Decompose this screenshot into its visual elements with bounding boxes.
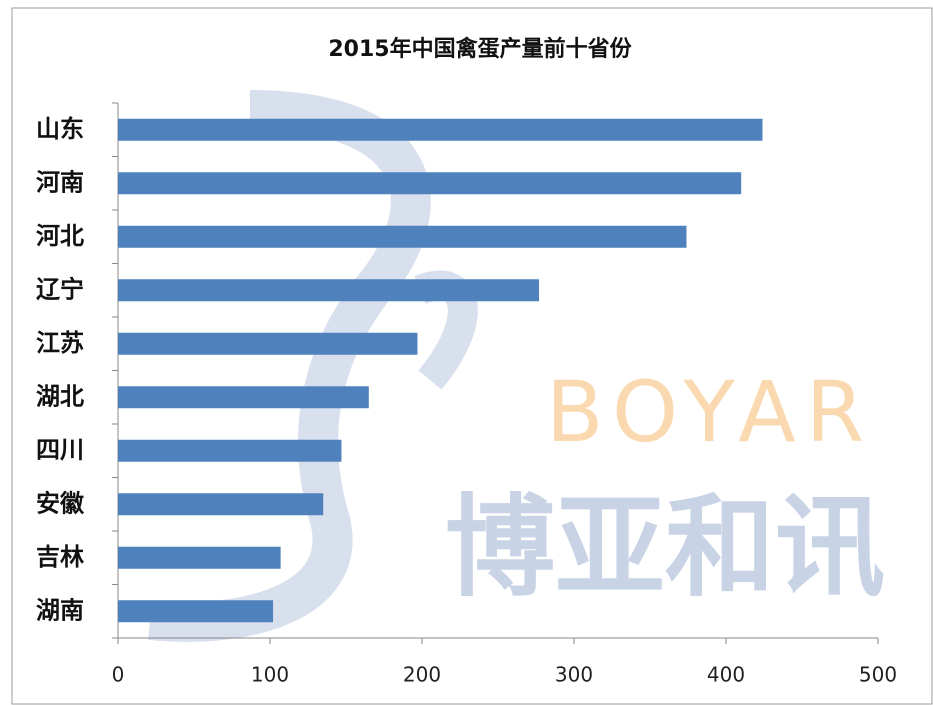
bar	[118, 279, 540, 302]
x-tick-label: 500	[859, 663, 897, 687]
bar	[118, 118, 763, 141]
bar	[118, 386, 369, 409]
y-tick-label: 安徽	[36, 489, 85, 517]
bar	[118, 225, 687, 248]
y-tick-label: 辽宁	[36, 275, 84, 303]
x-tick-label: 300	[555, 663, 593, 687]
y-tick-label: 湖南	[36, 596, 84, 624]
x-tick-label: 100	[251, 663, 289, 687]
bar	[118, 439, 342, 462]
y-tick-label: 山东	[36, 115, 84, 143]
y-tick-label: 河北	[36, 222, 84, 250]
bar	[118, 493, 324, 516]
watermark-logo	[148, 90, 431, 642]
x-tick-label: 400	[707, 663, 745, 687]
x-tick-label: 0	[112, 663, 125, 687]
x-tick-label: 200	[403, 663, 441, 687]
y-tick-label: 湖北	[36, 382, 84, 410]
bar	[118, 600, 274, 623]
y-tick-label: 河南	[36, 168, 84, 196]
y-tick-label: 江苏	[36, 329, 84, 357]
watermark-text: 博亚和讯	[445, 483, 885, 611]
bar	[118, 546, 281, 569]
bar	[118, 332, 418, 355]
watermark-text: BOYAR	[546, 363, 874, 461]
y-tick-label: 吉林	[36, 543, 84, 571]
y-tick-label: 四川	[36, 436, 84, 464]
bar	[118, 172, 742, 195]
chart-title: 2015年中国禽蛋产量前十省份	[328, 36, 632, 62]
